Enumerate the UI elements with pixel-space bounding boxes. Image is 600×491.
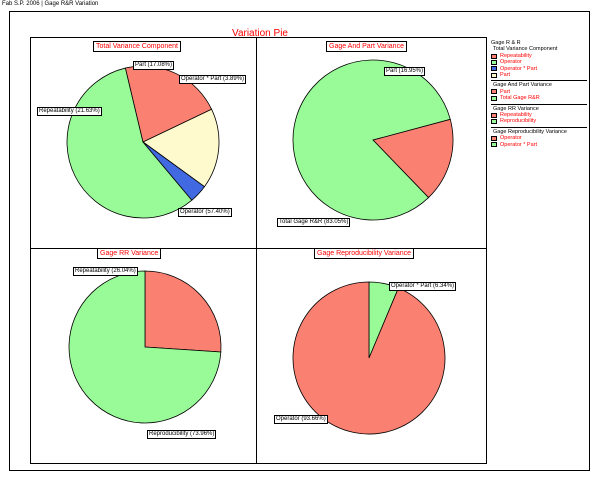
legend-group-heading: Gage And Part Variance <box>493 82 552 89</box>
pie-slice-part <box>372 118 454 199</box>
legend-separator <box>491 126 587 128</box>
callout-part: Part (17.08%) <box>133 61 175 70</box>
legend-title: Gage R & R <box>491 40 521 46</box>
legend-swatch <box>491 95 497 101</box>
legend-group-heading: Gage Reproducibility Variance <box>493 128 567 135</box>
callout-repro-operator: Operator (93.66%) <box>274 415 328 424</box>
legend-swatch <box>491 142 497 148</box>
legend-item: Total Gage R&R <box>491 95 587 101</box>
callout-repeatability: Repeatability (21.63%) <box>37 107 102 116</box>
callout-operator: Operator (57.40%) <box>178 208 232 217</box>
legend-group-heading: Total Variance Component <box>493 46 558 53</box>
pie-slice-operator <box>66 67 193 219</box>
legend-item: Repeatability <box>491 112 587 118</box>
legend-item: Operator <box>491 135 587 141</box>
legend-label: Part <box>500 71 511 78</box>
chart-frame <box>9 11 590 471</box>
chart-title: Variation Pie <box>232 28 288 39</box>
header-text: Fab S.P. 2006 | Gage R&R Variation <box>2 1 99 7</box>
callout-gp-total-gage-rr: Total Gage R&R (83.05%) <box>277 218 351 227</box>
legend-label: Operator <box>500 135 522 142</box>
grid-divider-vertical <box>256 37 257 464</box>
pie-slice-repeatability <box>144 270 222 353</box>
legend-separator <box>491 80 587 82</box>
legend-label: Part <box>500 88 511 95</box>
legend-separator <box>491 103 587 105</box>
legend-item: Part <box>491 89 587 95</box>
legend-swatch <box>491 119 497 125</box>
callout-operator-part: Operator * Part (3.89%) <box>179 75 247 84</box>
legend-swatch <box>491 59 497 65</box>
callout-gp-part: Part (16.95%) <box>384 67 426 76</box>
pie-title-gage-reproducibility: Gage Reproducibility Variance <box>314 248 415 259</box>
legend-item: Reproducibility <box>491 118 587 124</box>
legend-swatch <box>491 66 497 72</box>
pie-grid <box>30 37 487 464</box>
legend-item: Part <box>491 72 587 78</box>
pie-slice-operator-part <box>142 141 206 201</box>
pie-slice-operator <box>292 281 446 435</box>
legend-label: Repeatability <box>500 111 532 118</box>
grid-divider-horizontal <box>30 248 487 249</box>
legend-item: Operator * Part <box>491 66 587 72</box>
legend-label: Reproducibility <box>500 118 537 125</box>
legend-swatch <box>491 72 497 78</box>
callout-repro-operator-part: Operator * Part (6.34%) <box>389 282 457 291</box>
pie-title-gage-and-part: Gage And Part Variance <box>326 41 407 52</box>
legend-swatch <box>491 112 497 118</box>
legend-label: Operator * Part <box>500 141 537 148</box>
callout-rr-reproducibility: Reproducibility (73.96%) <box>147 430 217 439</box>
callout-rr-repeatability: Repeatability (26.04%) <box>73 267 138 276</box>
legend-group-heading: Gage RR Variance <box>493 105 539 112</box>
legend-label: Operator <box>500 59 522 66</box>
legend-swatch <box>491 53 497 59</box>
legend-item: Operator <box>491 59 587 65</box>
legend-swatch <box>491 135 497 141</box>
legend-item: Operator * Part <box>491 142 587 148</box>
pie-title-gage-rr: Gage RR Variance <box>97 248 162 259</box>
pie-slice-reproducibility <box>68 270 222 424</box>
legend-label: Total Gage R&R <box>500 95 540 102</box>
legend-item: Repeatability <box>491 53 587 59</box>
legend: Gage R & R Total Variance Component Repe… <box>491 40 587 148</box>
legend-label: Repeatability <box>500 52 532 59</box>
legend-label: Operator * Part <box>500 65 537 72</box>
pie-title-total-variance: Total Variance Component <box>93 41 181 52</box>
pie-slice-part <box>142 108 220 188</box>
legend-swatch <box>491 89 497 95</box>
